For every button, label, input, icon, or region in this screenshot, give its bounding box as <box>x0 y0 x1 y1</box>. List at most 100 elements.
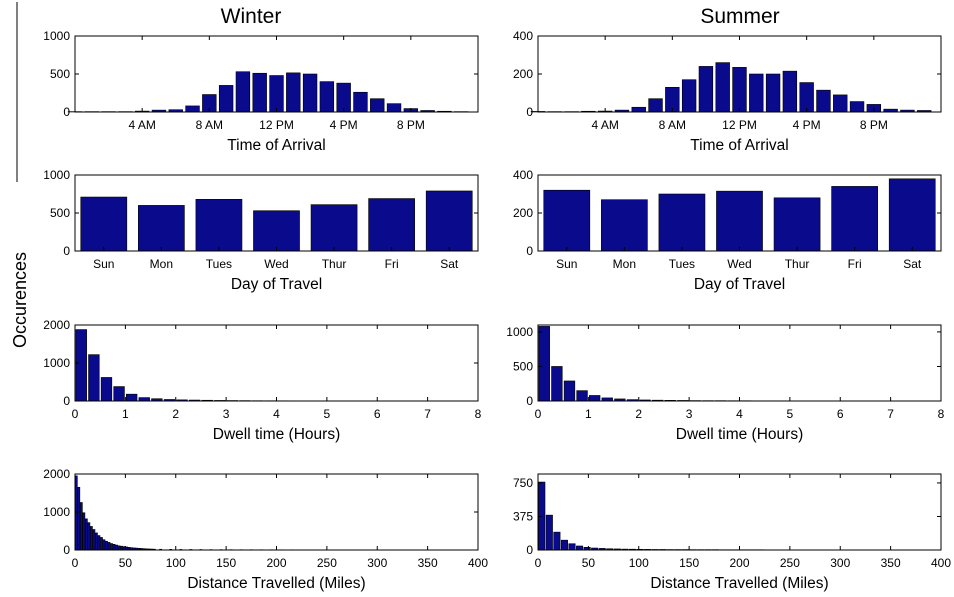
winter-arrival-bar <box>269 75 284 113</box>
summer-dwell-bars <box>538 326 903 402</box>
winter-distance-xtick-label: 50 <box>119 556 133 570</box>
summer-distance-bar <box>568 543 576 551</box>
winter-distance-xtick-label: 350 <box>418 556 438 570</box>
winter-dwell-xtick-label: 1 <box>122 407 129 421</box>
winter-distance-ytick-label: 1000 <box>43 505 70 519</box>
winter-distance-bar <box>92 529 96 551</box>
winter-distance-bar <box>97 535 101 551</box>
winter-arrival-bar <box>252 72 267 113</box>
summer-day-xtick-label: Thur <box>785 257 810 271</box>
winter-dwell-axes <box>74 324 479 402</box>
summer-distance-xtick-label: 200 <box>729 556 749 570</box>
summer-arrival-bar <box>782 70 798 113</box>
summer-arrival-bar <box>765 73 781 113</box>
winter-dwell-panel: 0 1000 2000 0 1 2 3 4 5 6 7 8 Dwell time (Hours) <box>43 318 481 443</box>
summer-arrival-xtick-label: 4 PM <box>793 118 821 132</box>
winter-dwell-ytick-label: 1000 <box>43 356 70 370</box>
summer-dwell-bar <box>538 326 550 402</box>
winter-distance-xtick-label: 150 <box>216 556 236 570</box>
summer-arrival-bar <box>648 98 663 113</box>
winter-distance-bar <box>122 546 126 551</box>
winter-dwell-xtick-label: 4 <box>273 407 280 421</box>
winter-dwell-ytick-label: 0 <box>63 394 70 408</box>
summer-distance-axes <box>537 473 942 551</box>
summer-day-xtick-label: Tues <box>669 257 695 271</box>
winter-arrival-ytick-label: 500 <box>50 67 70 81</box>
winter-day-xlabel: Day of Travel <box>231 276 322 293</box>
winter-distance-xtick-label: 0 <box>72 556 79 570</box>
winter-distance-bar <box>79 502 83 551</box>
winter-dwell-bar <box>126 393 138 402</box>
winter-day-bar <box>138 205 185 252</box>
summer-arrival-bar <box>833 94 848 113</box>
summer-arrival-xtick-label: 8 AM <box>659 118 686 132</box>
summer-day-xtick-label: Sat <box>903 257 922 271</box>
winter-dwell-bar <box>113 386 125 402</box>
winter-distance-bar <box>117 545 121 551</box>
winter-day-bar <box>425 190 473 252</box>
summer-arrival-bar <box>749 73 764 113</box>
winter-dwell-xtick-label: 2 <box>172 407 179 421</box>
winter-distance-bar <box>112 543 116 551</box>
summer-day-ytick-label: 400 <box>513 168 533 182</box>
winter-arrival-bar <box>353 91 368 113</box>
winter-day-xtick-label: Sat <box>440 257 459 271</box>
winter-distance-bar <box>82 512 86 551</box>
summer-distance-ytick-label: 750 <box>513 476 533 490</box>
winter-day-bar <box>368 198 415 252</box>
winter-arrival-bars <box>67 71 469 113</box>
winter-arrival-xtick-label: 8 PM <box>397 118 425 132</box>
summer-day-bar <box>773 197 821 252</box>
summer-dwell-xtick-label: 5 <box>787 407 794 421</box>
winter-dwell-bars <box>75 329 453 402</box>
summer-arrival-xtick-label: 12 PM <box>722 118 757 132</box>
winter-arrival-bar <box>218 85 234 113</box>
winter-distance-xtick-label: 300 <box>367 556 387 570</box>
summer-arrival-ytick-label: 400 <box>513 29 533 43</box>
summer-distance-xtick-label: 100 <box>629 556 649 570</box>
winter-distance-bar <box>77 486 81 551</box>
summer-distance-bar <box>560 539 568 551</box>
summer-day-bars <box>543 178 936 252</box>
summer-dwell-xtick-label: 3 <box>686 407 693 421</box>
winter-day-ytick-label: 500 <box>50 206 70 220</box>
winter-dwell-xtick-label: 7 <box>424 407 431 421</box>
summer-distance-xtick-label: 350 <box>881 556 901 570</box>
winter-dwell-bar <box>138 397 150 402</box>
summer-distance-ytick-label: 375 <box>513 509 533 523</box>
summer-dwell-xlabel: Dwell time (Hours) <box>676 426 803 443</box>
summer-dwell-xtick-label: 8 <box>938 407 945 421</box>
winter-day-bar <box>253 210 300 252</box>
winter-day-xtick-label: Fri <box>385 257 399 271</box>
summer-dwell-panel: 0 500 1000 0 1 2 3 4 5 6 7 8 Dwell time (Hours) <box>506 324 945 443</box>
summer-dwell-bar <box>576 390 588 402</box>
summer-dwell-ytick-label: 0 <box>526 394 533 408</box>
summer-distance-xlabel: Distance Travelled (Miles) <box>650 575 828 592</box>
winter-distance-bar <box>87 522 91 551</box>
winter-distance-xtick-label: 400 <box>468 556 488 570</box>
winter-dwell-bar <box>88 354 100 402</box>
summer-arrival-ytick-label: 0 <box>526 105 533 119</box>
summer-day-bar <box>543 189 591 252</box>
summer-dwell-xtick-label: 4 <box>736 407 743 421</box>
summer-dwell-bar <box>589 395 601 402</box>
winter-arrival-bar <box>286 72 301 113</box>
summer-distance-bar <box>576 545 584 551</box>
column-title-summer: Summer <box>700 5 779 28</box>
winter-distance-panel: 0 1000 2000 0 50 100 150 200 250 300 350 400 Distanc… <box>43 467 488 592</box>
winter-day-bar <box>310 204 358 252</box>
winter-distance-bar <box>84 518 88 551</box>
winter-distance-bar <box>100 537 103 551</box>
summer-distance-panel: 0 375 750 0 50 100 150 200 250 300 350 400 Distance … <box>513 473 951 592</box>
winter-distance-xtick-label: 100 <box>166 556 186 570</box>
winter-distance-ytick-label: 2000 <box>43 467 70 481</box>
summer-arrival-bar <box>715 62 730 113</box>
summer-arrival-bar <box>681 79 697 113</box>
winter-arrival-bar <box>185 105 200 113</box>
summer-dwell-xtick-label: 0 <box>535 407 542 421</box>
winter-distance-bars <box>74 475 455 551</box>
summer-day-xtick-label: Mon <box>613 257 636 271</box>
summer-distance-xtick-label: 150 <box>679 556 699 570</box>
summer-arrival-bar <box>816 89 831 113</box>
